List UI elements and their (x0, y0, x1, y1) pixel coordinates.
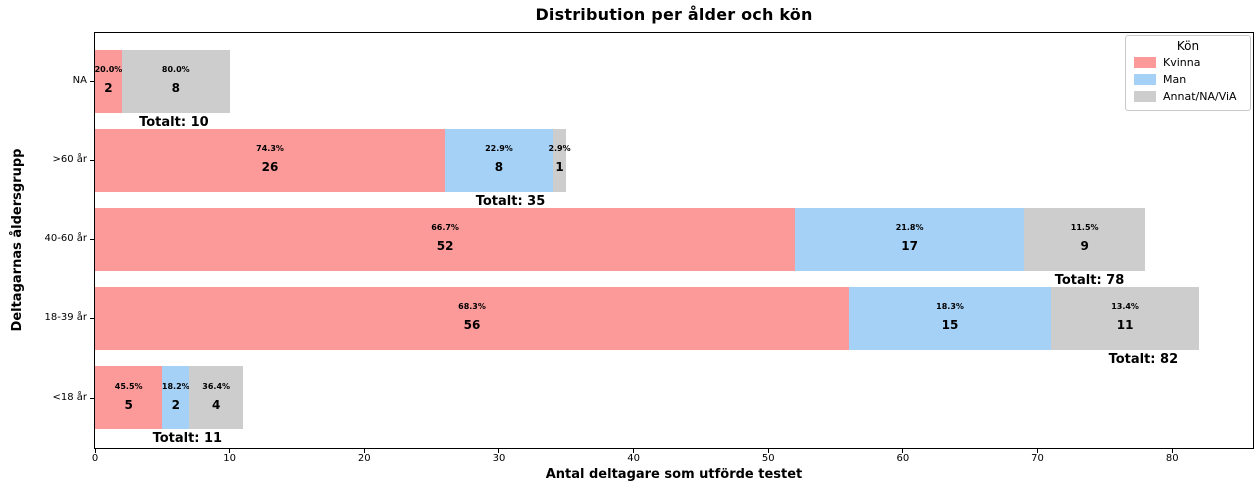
x-tick-mark (767, 449, 769, 453)
bar-segment (445, 128, 553, 192)
bar-segment (162, 366, 190, 429)
x-tick-label: 0 (91, 453, 99, 464)
x-axis-label: Antal deltagare som utförde testet (545, 467, 803, 482)
x-tick-label: 60 (896, 453, 910, 464)
y-tick-label: <18 år (52, 391, 87, 403)
segment-percent-label: 80.0% (161, 65, 190, 74)
segment-count-label: 8 (171, 81, 180, 95)
x-tick-label: 10 (223, 453, 236, 464)
x-tick-label: 70 (1031, 453, 1044, 464)
row-total-label: Totalt: 35 (475, 193, 546, 209)
segment-percent-label: 20.0% (94, 65, 123, 74)
segment-percent-label: 21.8% (895, 223, 924, 233)
y-tick-mark (90, 318, 94, 320)
x-tick-mark (363, 449, 365, 453)
y-tick-label: >60 år (52, 154, 87, 166)
segment-percent-label: 45.5% (114, 381, 143, 391)
bar-segment (95, 286, 850, 350)
segment-percent-label: 68.3% (458, 302, 486, 312)
bar-segment (95, 49, 122, 113)
legend-item: Annat/NA/ViA (1126, 88, 1250, 105)
segment-percent-label: 13.4% (1111, 302, 1139, 312)
row-total-label: Totalt: 78 (1054, 272, 1125, 288)
segment-percent-label: 2.9% (548, 144, 571, 154)
bar-segment (1051, 286, 1200, 350)
bar-segment (1024, 207, 1146, 271)
row-total-label: Totalt: 82 (1108, 351, 1179, 367)
segment-count-label: 15 (941, 318, 959, 333)
segment-count-label: 5 (124, 397, 133, 412)
x-tick-mark (498, 449, 500, 453)
legend-item-label: Kvinna (1163, 56, 1201, 69)
row-total-label: Totalt: 10 (139, 114, 209, 130)
chart-title: Distribution per ålder och kön (535, 5, 813, 24)
legend-swatch-icon (1134, 57, 1156, 68)
x-tick-mark (1037, 449, 1039, 453)
x-tick-mark (633, 449, 635, 453)
bar-segment (795, 207, 1025, 271)
x-tick-label: 20 (357, 453, 371, 464)
legend-item: Man (1126, 71, 1250, 88)
segment-count-label: 9 (1080, 239, 1089, 254)
bar-segment (121, 49, 230, 113)
y-tick-label: 40-60 år (44, 233, 87, 245)
segment-count-label: 17 (901, 239, 918, 254)
segment-count-label: 1 (555, 160, 564, 175)
bar-segment (189, 366, 244, 429)
segment-percent-label: 18.3% (936, 302, 964, 312)
legend-items: Kvinna Man Annat/NA/ViA (1126, 54, 1250, 105)
bar-segment (95, 366, 163, 429)
segment-count-label: 52 (436, 239, 454, 254)
segment-count-label: 26 (261, 160, 279, 175)
bar-segment (95, 128, 446, 192)
segment-percent-label: 74.3% (256, 144, 284, 154)
bar-segment (95, 207, 796, 271)
y-tick-label: NA (72, 75, 87, 86)
y-tick-mark (90, 397, 94, 399)
segment-count-label: 56 (463, 318, 481, 333)
legend: Kön Kvinna Man Annat/NA/ViA (1125, 35, 1251, 111)
segment-count-label: 2 (171, 397, 180, 412)
x-tick-label: 30 (492, 453, 506, 464)
x-tick-mark (902, 449, 904, 453)
legend-swatch-icon (1134, 91, 1156, 102)
segment-percent-label: 22.9% (485, 144, 513, 154)
x-tick-mark (229, 449, 231, 453)
legend-item: Kvinna (1126, 54, 1250, 71)
y-tick-mark (90, 239, 94, 241)
bar-segment (552, 128, 567, 192)
segment-count-label: 4 (211, 397, 221, 412)
segment-percent-label: 18.2% (161, 381, 190, 391)
x-tick-mark (1171, 449, 1173, 453)
segment-percent-label: 11.5% (1070, 223, 1099, 233)
y-tick-mark (90, 81, 94, 82)
x-tick-label: 50 (761, 453, 775, 464)
segment-percent-label: 66.7% (431, 223, 459, 233)
segment-count-label: 11 (1116, 318, 1134, 333)
segment-count-label: 8 (494, 160, 504, 175)
segment-count-label: 2 (104, 81, 113, 95)
x-tick-label: 40 (627, 453, 640, 464)
x-tick-mark (94, 449, 96, 453)
y-tick-mark (90, 160, 94, 162)
row-total-label: Totalt: 11 (152, 431, 223, 446)
segment-percent-label: 36.4% (202, 381, 231, 391)
legend-item-label: Man (1163, 73, 1187, 86)
legend-title: Kön (1176, 39, 1200, 53)
legend-swatch-icon (1134, 74, 1156, 85)
y-tick-label: 18-39 år (44, 312, 87, 324)
legend-item-label: Annat/NA/ViA (1163, 90, 1237, 103)
x-tick-label: 80 (1165, 453, 1179, 464)
bar-segment (849, 286, 1051, 350)
